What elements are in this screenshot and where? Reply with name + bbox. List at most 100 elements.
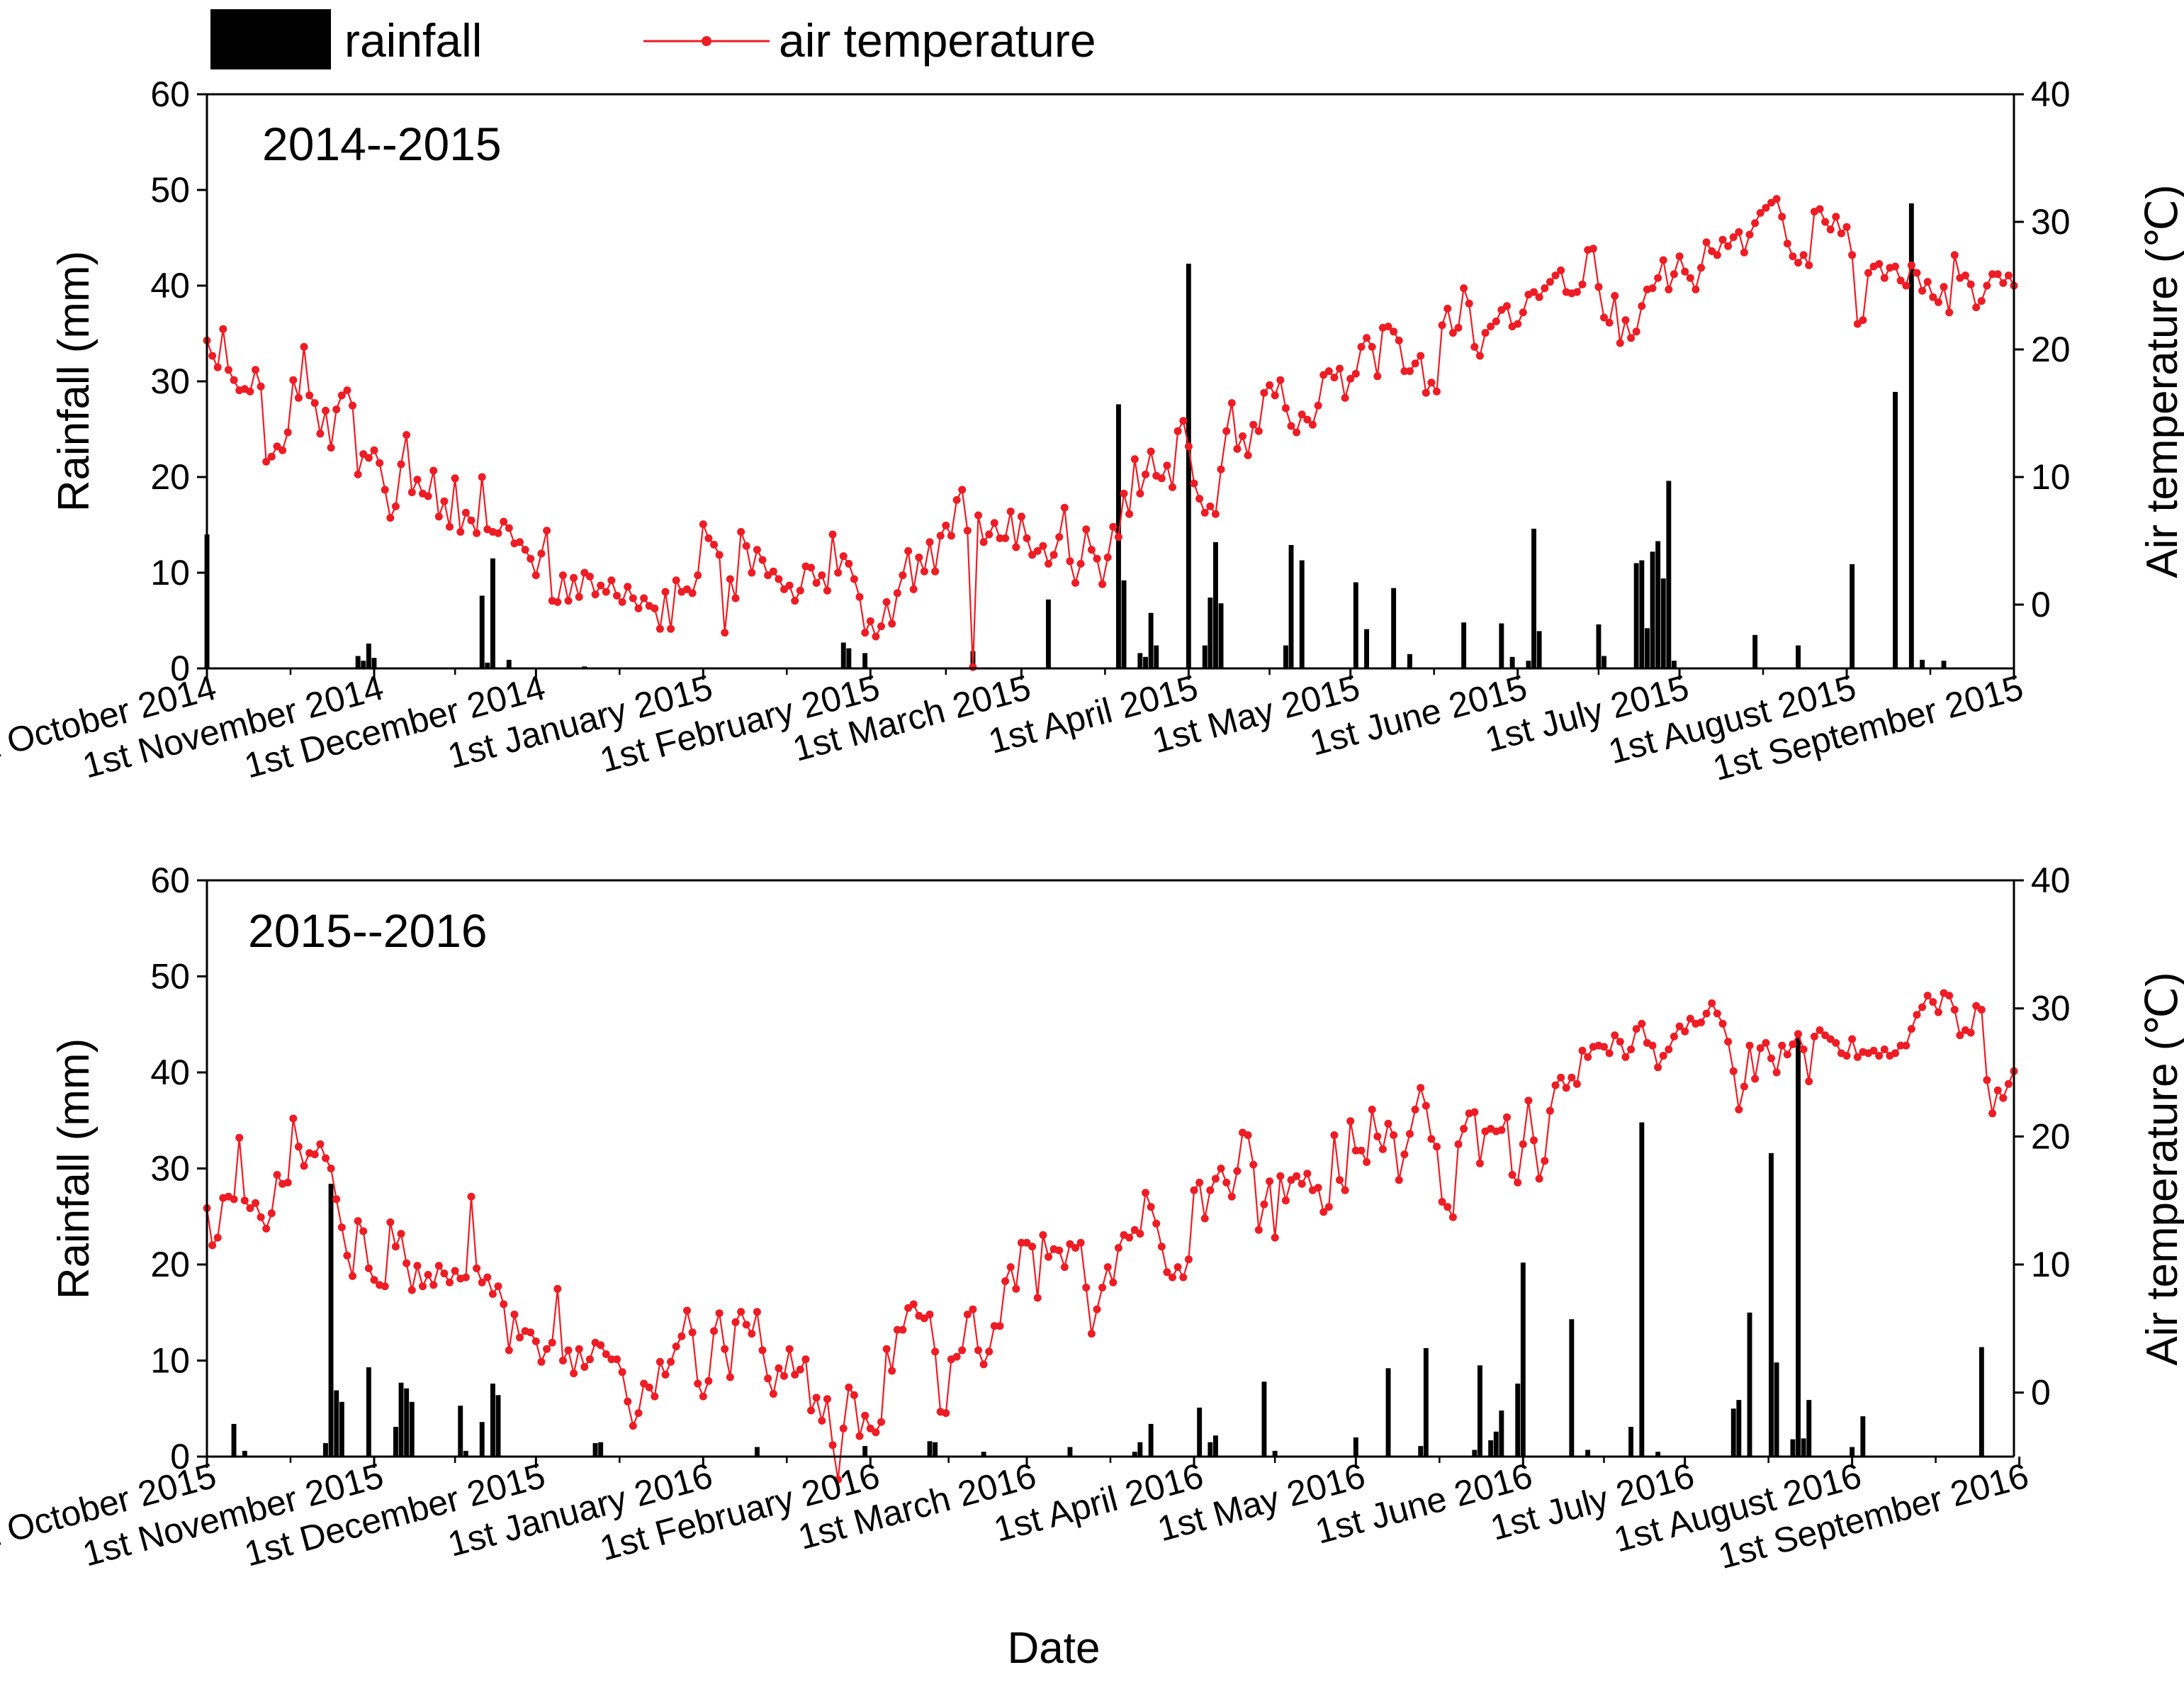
temperature-point: [791, 597, 799, 605]
temperature-point: [710, 1327, 718, 1335]
rainfall-bar: [1197, 1407, 1203, 1457]
temperature-point: [1783, 240, 1791, 248]
temperature-point: [327, 444, 335, 452]
temperature-point: [1465, 299, 1473, 308]
temperature-point: [446, 1278, 454, 1286]
temperature-point: [494, 1282, 502, 1291]
rainfall-bar: [1137, 653, 1143, 668]
temperature-point: [618, 598, 626, 606]
temperature-point: [1087, 1330, 1096, 1338]
temperature-point: [1578, 280, 1587, 288]
temperature-point: [818, 571, 826, 580]
rainfall-bar: [1752, 634, 1758, 669]
temperature-point: [1373, 372, 1382, 381]
temperature-point: [527, 554, 535, 563]
temperature-point: [1384, 323, 1392, 331]
temperature-point: [1039, 1230, 1047, 1239]
temperature-point: [240, 1196, 249, 1205]
temperature-point: [1222, 427, 1231, 435]
temperature-point: [1281, 1196, 1290, 1205]
temperature-point: [1087, 546, 1096, 554]
temperature-point: [791, 1370, 799, 1379]
rainfall-bar: [506, 659, 512, 668]
temperature-point: [1147, 1203, 1155, 1211]
temperature-point: [1853, 1053, 1862, 1061]
temperature-point: [920, 567, 928, 576]
temperature-point: [1336, 1176, 1344, 1184]
temperature-point: [1918, 286, 1927, 295]
temperature-point: [645, 1383, 653, 1391]
temperature-point: [640, 1379, 648, 1388]
temperature-point: [381, 486, 389, 494]
temperature-point: [1433, 387, 1441, 396]
temperature-point: [1810, 1032, 1818, 1041]
temperature-point: [1260, 388, 1268, 397]
temperature-point: [1778, 1041, 1786, 1050]
temperature-point: [1519, 1140, 1527, 1148]
temperature-point: [580, 1363, 589, 1371]
temperature-point: [1211, 510, 1220, 518]
temperature-point: [1913, 1011, 1921, 1019]
temperature-point: [850, 575, 858, 583]
temperature-point: [1460, 284, 1468, 293]
temperature-point: [979, 538, 988, 546]
rainfall-bar: [479, 595, 485, 668]
rainfall-bar: [463, 1450, 468, 1457]
temperature-point: [737, 1308, 745, 1316]
temperature-point: [208, 1241, 217, 1250]
temperature-point: [310, 1150, 319, 1159]
temperature-point: [575, 593, 583, 601]
temperature-point: [1249, 420, 1258, 429]
temperature-point: [1114, 533, 1122, 542]
temperature-point: [1594, 283, 1603, 291]
temperature-point: [1751, 1075, 1760, 1083]
temperature-point: [704, 534, 713, 542]
rainfall-bar: [1531, 528, 1536, 668]
temperature-point: [580, 568, 589, 577]
rainfall-bar: [1364, 629, 1369, 668]
temperature-point: [1875, 259, 1884, 268]
temperature-point: [688, 589, 697, 598]
temperature-point: [478, 473, 486, 481]
temperature-point: [1767, 1054, 1775, 1063]
rainfall-bar: [1208, 598, 1213, 668]
rainfall-bar: [1796, 645, 1801, 668]
temperature-point: [531, 571, 540, 580]
temperature-point: [861, 629, 869, 637]
temperature-point: [1654, 274, 1662, 282]
panel-label: 2014--2015: [262, 118, 502, 170]
temperature-point: [704, 1377, 713, 1385]
temperature-point: [407, 1286, 416, 1294]
temperature-point: [1718, 235, 1727, 244]
rainfall-bar: [490, 1384, 495, 1457]
temperature-point: [1298, 1179, 1306, 1188]
temperature-point: [1940, 283, 1948, 291]
temperature-point: [1514, 320, 1522, 328]
temperature-point: [1627, 1045, 1636, 1053]
temperature-point: [1012, 1284, 1020, 1293]
rainfall-bar: [1639, 560, 1645, 668]
temperature-point: [758, 1346, 767, 1355]
temperature-point: [1341, 1186, 1349, 1194]
temperature-point: [1934, 1008, 1942, 1016]
temperature-point: [1675, 252, 1684, 261]
temperature-point: [1373, 1132, 1382, 1140]
rainfall-bar: [1385, 1368, 1391, 1457]
temperature-point: [1983, 1076, 1991, 1084]
temperature-point: [828, 1441, 837, 1450]
rainfall-bar: [1774, 1362, 1779, 1457]
rainfall-bar: [1202, 645, 1208, 668]
temperature-point: [1519, 308, 1527, 317]
temperature-point: [1966, 1028, 1975, 1037]
temperature-point: [283, 428, 292, 437]
rainfall-bar: [1461, 622, 1467, 668]
rainfall-bar: [1046, 599, 1051, 668]
rainfall-bar: [598, 1442, 604, 1457]
rainfall-bar: [1747, 1312, 1752, 1457]
temperature-point: [473, 1264, 481, 1272]
temperature-point: [1654, 1063, 1662, 1072]
temperature-point: [1368, 1105, 1376, 1114]
temperature-point: [294, 1143, 303, 1151]
rainfall-bar: [1472, 1450, 1477, 1457]
